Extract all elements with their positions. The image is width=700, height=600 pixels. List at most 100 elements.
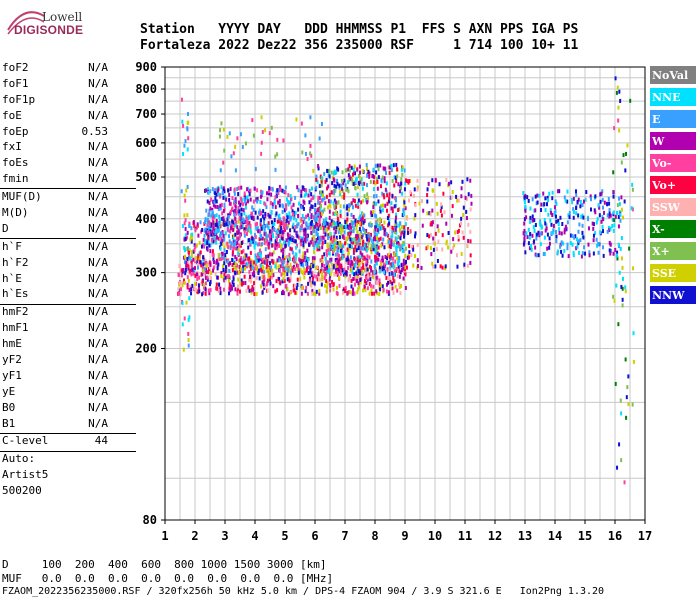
data-point — [606, 229, 609, 234]
data-point — [263, 260, 266, 265]
data-point — [387, 165, 390, 170]
data-point — [239, 269, 242, 274]
data-point — [338, 235, 341, 240]
data-point — [248, 192, 251, 197]
data-point — [374, 254, 377, 259]
data-point — [320, 122, 323, 127]
data-point — [329, 222, 332, 227]
param-value: N/A — [88, 76, 108, 90]
data-point — [314, 208, 317, 213]
data-point — [261, 275, 264, 280]
data-point — [416, 258, 419, 263]
data-point — [584, 197, 587, 202]
data-point — [249, 250, 252, 255]
data-point — [214, 191, 217, 196]
data-point — [330, 224, 333, 229]
data-point — [560, 231, 563, 236]
param-value: N/A — [88, 271, 108, 285]
data-point — [624, 357, 627, 362]
data-point — [354, 177, 357, 182]
data-point — [244, 227, 247, 232]
param-value: N/A — [88, 156, 108, 170]
data-point — [326, 242, 329, 247]
data-point — [334, 200, 337, 205]
data-point — [436, 258, 439, 263]
data-point — [339, 227, 342, 232]
data-point — [623, 480, 626, 485]
data-point — [625, 151, 628, 156]
data-point — [338, 253, 341, 258]
data-point — [336, 181, 339, 186]
data-point — [323, 171, 326, 176]
data-point — [460, 216, 463, 221]
data-point — [336, 216, 339, 221]
data-point — [264, 231, 267, 236]
data-point — [222, 160, 225, 165]
data-point — [237, 277, 240, 282]
data-point — [187, 343, 190, 348]
data-point — [376, 251, 379, 256]
data-point — [215, 282, 218, 287]
param-row-yf1: yF1 N/A — [0, 368, 134, 384]
data-point — [383, 176, 386, 181]
data-point — [326, 221, 329, 226]
data-point — [253, 245, 256, 250]
data-point — [215, 213, 218, 218]
data-point — [594, 231, 597, 236]
data-point — [248, 288, 251, 293]
data-point — [339, 209, 342, 214]
data-point — [304, 251, 307, 256]
data-point — [393, 240, 396, 245]
data-point — [396, 167, 399, 172]
data-point — [254, 222, 257, 227]
data-point — [601, 214, 604, 219]
data-point — [376, 218, 379, 223]
data-point — [319, 204, 322, 209]
legend-label: W — [651, 135, 665, 148]
data-point — [236, 240, 239, 245]
data-point — [328, 202, 331, 207]
data-point — [207, 262, 210, 267]
data-point — [611, 217, 614, 222]
data-point — [207, 191, 210, 196]
param-row-yf2: yF2 N/A — [0, 352, 134, 368]
data-point — [224, 256, 227, 261]
data-point — [256, 267, 259, 272]
data-point — [232, 233, 235, 238]
data-point — [324, 256, 327, 261]
data-point — [375, 261, 378, 266]
data-point — [431, 220, 434, 225]
data-point — [235, 257, 238, 262]
data-point — [279, 238, 282, 243]
data-point — [616, 211, 619, 216]
data-point — [331, 181, 334, 186]
data-point — [286, 265, 289, 270]
data-point — [291, 209, 294, 214]
data-point — [287, 202, 290, 207]
data-point — [328, 234, 331, 239]
data-point — [332, 283, 335, 288]
data-point — [324, 239, 327, 244]
data-point — [548, 241, 551, 246]
data-point — [393, 204, 396, 209]
data-point — [463, 262, 466, 267]
data-point — [259, 222, 262, 227]
data-point — [258, 208, 261, 213]
data-point — [330, 219, 333, 224]
data-point — [209, 288, 212, 293]
data-point — [234, 287, 237, 292]
footer-info: FZAOM_2022356235000.RSF / 320fx256h 50 k… — [2, 586, 605, 597]
data-point — [618, 128, 621, 133]
data-point — [374, 268, 377, 273]
data-point — [581, 251, 584, 256]
data-point — [567, 213, 570, 218]
data-point — [310, 263, 313, 268]
data-point — [265, 254, 268, 259]
data-point — [236, 225, 239, 230]
data-point — [447, 230, 450, 235]
data-point — [400, 263, 403, 268]
data-point — [612, 228, 615, 233]
data-point — [310, 283, 313, 288]
data-point — [386, 215, 389, 220]
data-point — [416, 185, 419, 190]
